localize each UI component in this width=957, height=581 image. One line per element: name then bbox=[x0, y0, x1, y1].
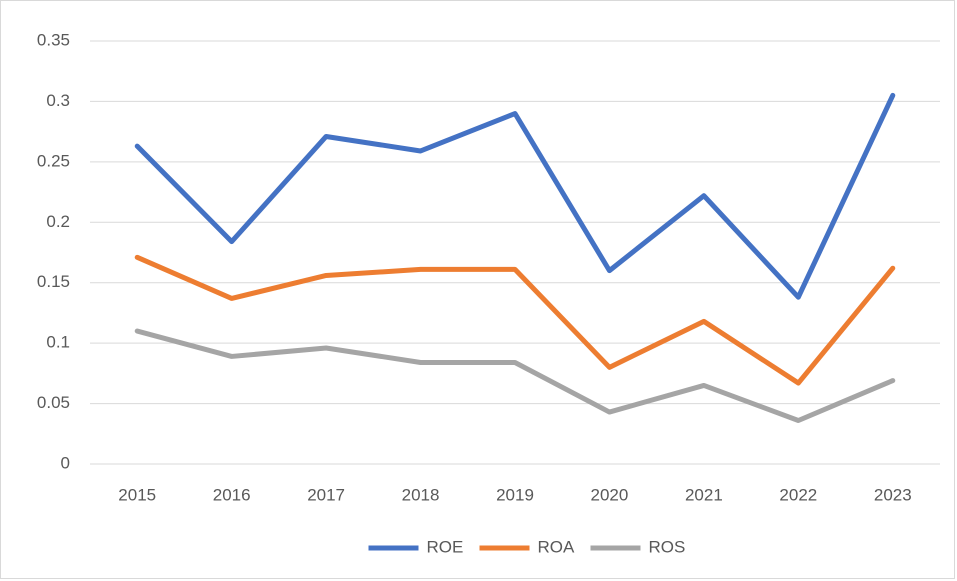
y-tick-label: 0.3 bbox=[46, 91, 70, 110]
x-tick-label: 2015 bbox=[118, 485, 156, 504]
y-tick-label: 0.05 bbox=[37, 393, 70, 412]
y-tick-label: 0.2 bbox=[46, 212, 70, 231]
series-line bbox=[134, 328, 896, 423]
x-tick-label: 2017 bbox=[307, 485, 345, 504]
x-tick-label: 2023 bbox=[874, 485, 912, 504]
x-tick-label: 2022 bbox=[779, 485, 817, 504]
x-tick-label: 2020 bbox=[591, 485, 629, 504]
y-tick-label: 0 bbox=[61, 453, 70, 472]
legend-label: ROE bbox=[427, 537, 464, 556]
x-tick-label: 2021 bbox=[685, 485, 723, 504]
x-tick-label: 2019 bbox=[496, 485, 534, 504]
y-tick-label: 0.35 bbox=[37, 30, 70, 49]
y-tick-label: 0.25 bbox=[37, 151, 70, 170]
y-tick-label: 0.1 bbox=[46, 333, 70, 352]
legend-label: ROA bbox=[538, 537, 576, 556]
x-tick-label: 2018 bbox=[402, 485, 440, 504]
x-tick-label: 2016 bbox=[213, 485, 251, 504]
series-line bbox=[134, 254, 896, 386]
legend-label: ROS bbox=[649, 537, 686, 556]
y-tick-label: 0.15 bbox=[37, 272, 70, 291]
series-line bbox=[134, 92, 896, 300]
